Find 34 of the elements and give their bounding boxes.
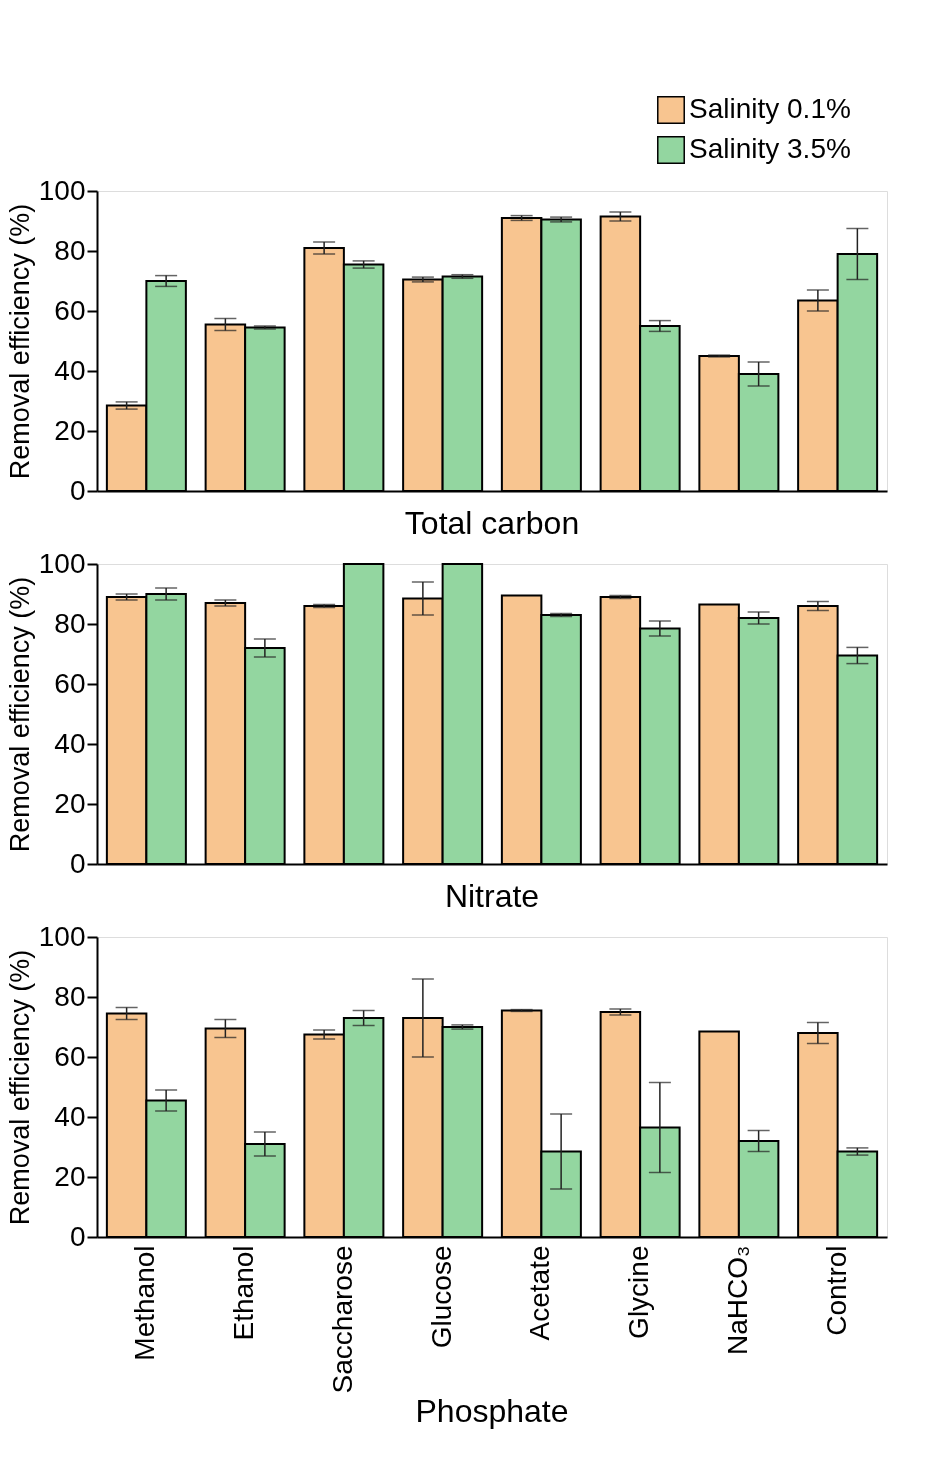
y-tick-label: 0 — [69, 847, 86, 879]
y-tick-label: 20 — [54, 414, 86, 446]
x-tick-label: Ethanol — [228, 1245, 260, 1341]
y-tick-label: 0 — [69, 1220, 86, 1252]
x-tick-label: NaHCO₃ — [721, 1245, 753, 1355]
text: Nitrate — [444, 878, 540, 914]
y-axis-title: Removal efficiency (%) — [4, 576, 35, 853]
y-tick-label: 100 — [38, 920, 86, 952]
y-tick-label: 80 — [54, 980, 86, 1012]
y-tick-label: 80 — [54, 607, 86, 639]
x-tick-label: Glucose — [425, 1245, 457, 1349]
x-tick-label: Saccharose — [326, 1245, 358, 1394]
x-tick-label: Acetate — [524, 1245, 556, 1341]
y-tick-label: 60 — [54, 667, 86, 699]
y-tick-label: 100 — [38, 174, 86, 206]
y-axis-title: Removal efficiency (%) — [4, 949, 35, 1226]
y-tick-label: 60 — [54, 1040, 86, 1072]
y-tick-label: 60 — [54, 294, 86, 326]
y-tick-label: 40 — [54, 727, 86, 759]
x-tick-label: Control — [820, 1245, 852, 1336]
text: Total carbon — [404, 505, 580, 541]
y-axis-title: Removal efficiency (%) — [4, 203, 35, 480]
y-tick-label: 20 — [54, 787, 86, 819]
y-tick-label: 80 — [54, 234, 86, 266]
y-tick-label: 100 — [38, 547, 86, 579]
x-tick-label: Glycine — [623, 1245, 655, 1339]
y-tick-label: 40 — [54, 354, 86, 386]
y-tick-label: 40 — [54, 1100, 86, 1132]
x-tick-label: Methanol — [129, 1245, 161, 1361]
legend-label: Salinity 3.5% — [689, 133, 851, 164]
legend-label: Salinity 0.1% — [689, 93, 851, 124]
y-tick-label: 0 — [69, 474, 86, 506]
y-tick-label: 20 — [54, 1160, 86, 1192]
text: Phosphate — [415, 1392, 569, 1429]
